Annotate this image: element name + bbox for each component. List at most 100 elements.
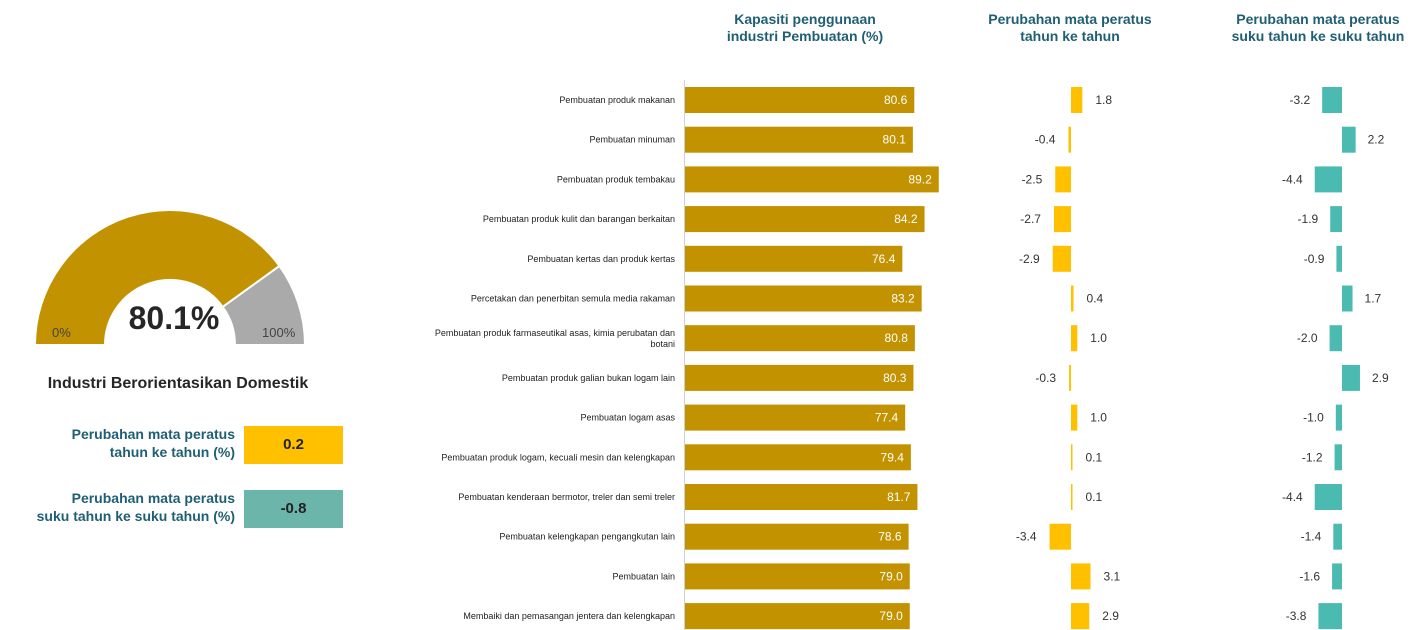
- capacity-value-label: 78.6: [878, 530, 902, 544]
- qoq-bar: [1329, 325, 1342, 352]
- capacity-bar: [685, 285, 922, 312]
- capacity-bar: [685, 404, 906, 431]
- capacity-bar: [685, 563, 910, 590]
- capacity-value-label: 76.4: [872, 252, 896, 266]
- yoy-bar: [1071, 325, 1078, 352]
- qoq-bar: [1314, 166, 1342, 193]
- yoy-bar: [1068, 126, 1071, 153]
- capacity-bar: [685, 87, 915, 113]
- capacity-bar: [685, 325, 915, 352]
- qoq-bar: [1322, 87, 1342, 113]
- qoq-bar: [1342, 364, 1360, 391]
- category-label-line: Pembuatan produk kulit dan barangan berk…: [483, 214, 675, 224]
- qoq-metric-label-line1: Perubahan mata peratus: [71, 490, 235, 506]
- qoq-bar: [1318, 603, 1342, 630]
- category-label-line: Pembuatan kertas dan produk kertas: [527, 254, 675, 264]
- qoq-value-label: -4.4: [1282, 172, 1303, 186]
- capacity-bar: [685, 603, 910, 630]
- capacity-gauge: [33, 209, 307, 346]
- yoy-value-label: 3.1: [1104, 569, 1121, 583]
- capacity-bar: [685, 523, 909, 550]
- qoq-bar: [1342, 285, 1353, 312]
- qoq-value-label: -1.9: [1298, 212, 1319, 226]
- category-label-line: Pembuatan kelengkapan pengangkutan lain: [499, 532, 675, 542]
- qoq-metric-label: Perubahan mata peratus suku tahun ke suk…: [0, 489, 235, 525]
- capacity-value-label: 89.2: [908, 172, 932, 186]
- qoq-column-title-line2: suku tahun ke suku tahun: [1231, 28, 1405, 44]
- qoq-bar: [1334, 444, 1342, 471]
- category-label: Pembuatan produk galian bukan logam lain: [502, 373, 675, 383]
- yoy-bar: [1052, 245, 1071, 272]
- category-label: Pembuatan lain: [612, 571, 675, 581]
- capacity-value-label: 80.3: [883, 371, 907, 385]
- category-label: Percetakan dan penerbitan semula media r…: [471, 294, 675, 304]
- category-label: Pembuatan kelengkapan pengangkutan lain: [499, 532, 675, 542]
- category-label: Pembuatan produk kulit dan barangan berk…: [483, 214, 675, 224]
- yoy-bar: [1071, 87, 1083, 113]
- qoq-value-label: -4.4: [1282, 490, 1303, 504]
- capacity-bar: [685, 126, 913, 153]
- category-label-line: Pembuatan lain: [612, 571, 675, 581]
- capacity-column-title-line1: Kapasiti penggunaan: [734, 11, 876, 27]
- capacity-value-label: 79.0: [879, 569, 903, 583]
- capacity-value-label: 80.1: [883, 133, 907, 147]
- gauge-max-label: 100%: [262, 325, 296, 340]
- category-label: Pembuatan produk logam, kecuali mesin da…: [441, 452, 675, 462]
- gauge-remaining-arc: [221, 264, 307, 346]
- capacity-value-label: 79.4: [881, 450, 905, 464]
- segment-title: Industri Berorientasikan Domestik: [47, 375, 309, 392]
- capacity-value-label: 83.2: [891, 292, 915, 306]
- yoy-bar: [1071, 444, 1073, 471]
- gauge-min-label: 0%: [52, 325, 71, 340]
- capacity-bar: [685, 484, 918, 510]
- capacity-value-label: 80.6: [884, 93, 908, 107]
- capacity-value-label: 80.8: [885, 331, 909, 345]
- qoq-value-label: 2.2: [1368, 133, 1385, 147]
- category-label: Pembuatan kertas dan produk kertas: [527, 254, 675, 264]
- yoy-bar: [1071, 404, 1078, 431]
- category-label-line: Pembuatan produk galian bukan logam lain: [502, 373, 675, 383]
- yoy-bar: [1071, 484, 1073, 510]
- category-label: Pembuatan produk makanan: [559, 95, 675, 105]
- capacity-value-label: 77.4: [875, 411, 899, 425]
- capacity-column-title-line2: industri Pembuatan (%): [726, 28, 884, 44]
- yoy-value-label: -0.3: [1035, 371, 1056, 385]
- category-label-line: Pembuatan logam asas: [580, 413, 675, 423]
- qoq-value-label: 1.7: [1365, 292, 1382, 306]
- yoy-value-label: -0.4: [1035, 133, 1056, 147]
- yoy-column-title: Perubahan mata peratus tahun ke tahun: [970, 11, 1170, 45]
- qoq-bar: [1332, 563, 1342, 590]
- category-label: Pembuatan kenderaan bermotor, treler dan…: [458, 492, 675, 502]
- capacity-bar: [685, 245, 903, 272]
- yoy-metric-label-line1: Perubahan mata peratus: [71, 426, 235, 442]
- yoy-value-label: 1.0: [1090, 411, 1107, 425]
- yoy-bar: [1055, 166, 1071, 193]
- yoy-value-label: 1.8: [1095, 93, 1112, 107]
- qoq-column-title: Perubahan mata peratus suku tahun ke suk…: [1210, 11, 1426, 45]
- qoq-bar: [1335, 404, 1342, 431]
- category-label-line: Percetakan dan penerbitan semula media r…: [471, 294, 675, 304]
- qoq-value-label: -1.4: [1301, 530, 1322, 544]
- capacity-bar: [685, 166, 939, 193]
- qoq-value-label: -1.2: [1302, 450, 1323, 464]
- yoy-value-label: 0.1: [1086, 490, 1103, 504]
- qoq-bar: [1314, 484, 1342, 510]
- category-label: Pembuatan minuman: [589, 135, 675, 145]
- capacity-column-title: Kapasiti penggunaan industri Pembuatan (…: [705, 11, 905, 45]
- category-label: Pembuatan produk tembakau: [557, 174, 675, 184]
- category-label: Pembuatan produk farmaseutikal asas, kim…: [435, 328, 675, 349]
- yoy-value-label: -2.5: [1022, 172, 1043, 186]
- capacity-bar: [685, 206, 925, 233]
- capacity-bar: [685, 444, 911, 471]
- yoy-column-title-line2: tahun ke tahun: [1020, 28, 1120, 44]
- qoq-bar: [1330, 206, 1342, 233]
- category-label-line: Pembuatan produk farmaseutikal asas, kim…: [435, 328, 675, 338]
- qoq-value-label: -1.6: [1299, 569, 1320, 583]
- yoy-metric-label-line2: tahun ke tahun (%): [109, 444, 235, 460]
- capacity-value-label: 79.0: [879, 609, 903, 623]
- category-label-line: Pembuatan produk logam, kecuali mesin da…: [441, 452, 675, 462]
- category-label: Membaiki dan pemasangan jentera dan kele…: [463, 611, 675, 621]
- yoy-value-label: -3.4: [1016, 530, 1037, 544]
- capacity-value-label: 84.2: [894, 212, 918, 226]
- qoq-value-label: -3.8: [1286, 609, 1307, 623]
